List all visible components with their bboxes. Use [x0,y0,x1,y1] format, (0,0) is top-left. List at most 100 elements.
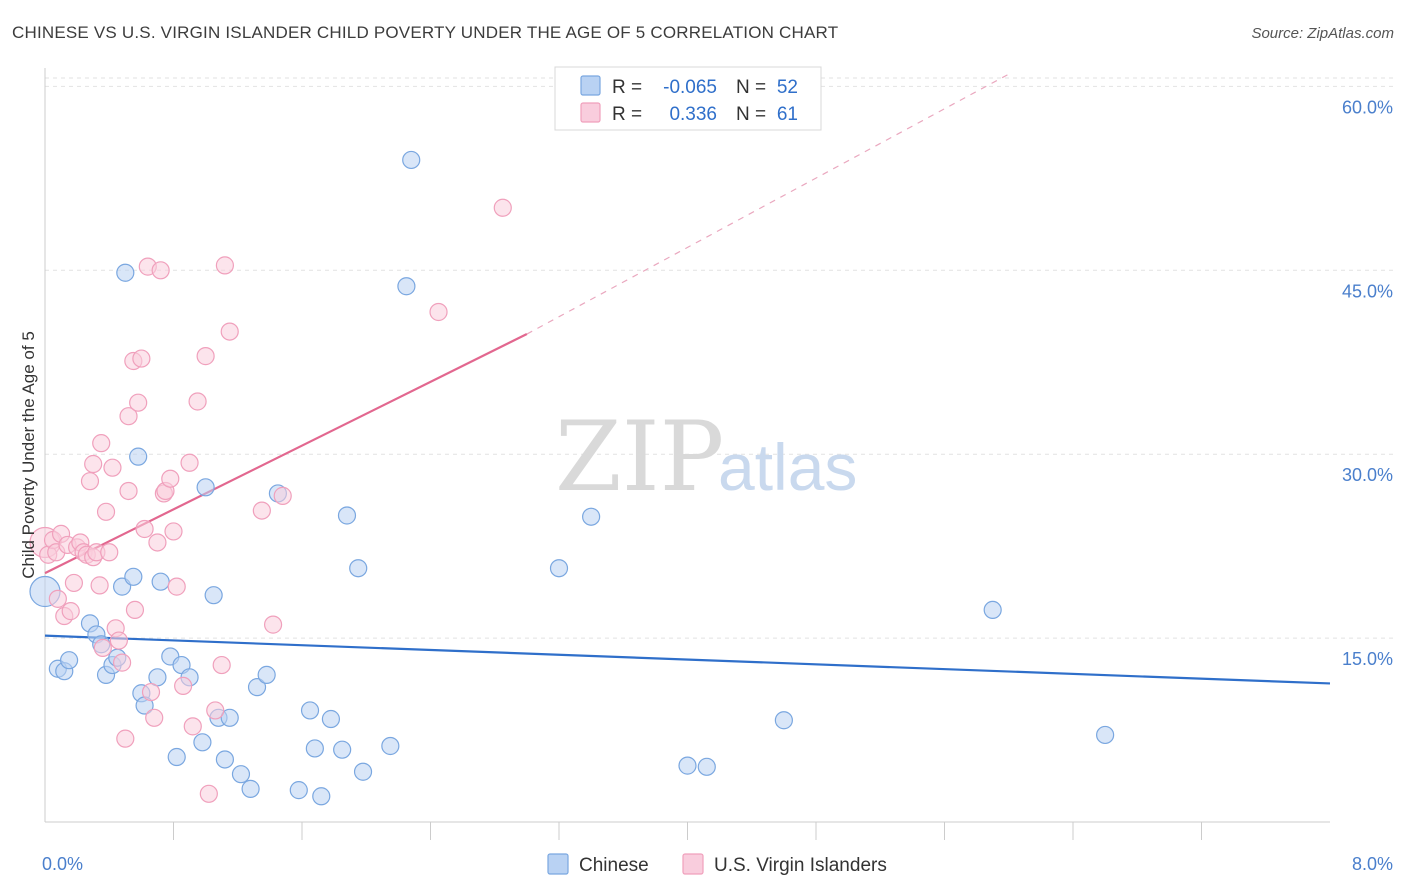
virgin-islanders-point [183,717,202,736]
virgin-islanders-point [61,602,80,621]
chinese-point [397,277,416,296]
virgin-islanders-trend-extension [526,73,1010,335]
legend-r-value: -0.065 [663,77,717,98]
virgin-islanders-point [429,302,448,322]
trend-lines [44,73,1331,685]
virgin-islanders-point [196,347,215,366]
chinese-point [151,572,170,591]
chinese-point [697,757,716,776]
series-chinese [29,150,1115,806]
chinese-point [1096,725,1115,745]
virgin-islanders-point [129,393,148,412]
x-tick-label: 8.0% [1352,854,1393,874]
chinese-point [247,678,267,697]
chinese-point [305,739,324,758]
y-tick-label: 30.0% [1342,465,1393,485]
virgin-islanders-point [103,458,122,477]
chinese-point [582,507,601,526]
virgin-islanders-point [212,655,231,675]
chinese-point [257,665,276,684]
virgin-islanders-point [220,322,239,341]
virgin-islanders-point [151,261,170,280]
virgin-islanders-point [109,631,128,650]
chinese-point [231,765,251,784]
virgin-islanders-point [119,481,138,501]
virgin-islanders-point [174,676,193,696]
chinese-point [215,750,234,769]
virgin-islanders-point [188,392,207,411]
data-points [29,150,1115,806]
virgin-islanders-point [80,472,100,491]
virgin-islanders-point [48,589,67,608]
chinese-point [337,506,357,525]
bottom-legend-label-chinese: Chinese [579,855,649,876]
virgin-islanders-point [116,729,135,748]
virgin-islanders-point [119,407,138,426]
virgin-islanders-point [132,349,151,368]
chinese-point [321,709,341,729]
chart-title: CHINESE VS U.S. VIRGIN ISLANDER CHILD PO… [12,23,839,42]
chinese-point [333,740,352,759]
y-tick-labels: 15.0% 30.0% 45.0% 60.0% [1342,97,1393,669]
legend-n-value: 61 [777,104,798,125]
virgin-islanders-point [263,615,283,634]
chinese-point [220,708,239,727]
virgin-islanders-point [92,434,111,453]
chinese-point [241,779,260,798]
chinese-point [549,559,569,578]
x-tick-label: 0.0% [42,854,83,874]
chinese-point [196,478,215,497]
bottom-legend-label-virgin-islanders: U.S. Virgin Islanders [714,855,887,876]
watermark-zip: ZIP [555,401,724,513]
chinese-point [402,150,421,170]
chinese-point [129,447,148,466]
virgin-islanders-point [141,682,161,702]
virgin-islanders-point [180,453,199,472]
virgin-islanders-point [167,577,186,596]
virgin-islanders-trend-line [44,333,528,575]
chinese-point [983,600,1002,619]
virgin-islanders-point [161,469,180,488]
top-legend: R = -0.065 N = 52 R = 0.336 N = 61 [554,66,822,131]
chinese-point [312,787,331,806]
bottom-legend-swatch-virgin-islanders [682,853,704,875]
chinese-point [678,756,697,775]
y-tick-label: 15.0% [1342,649,1393,669]
chinese-point [774,711,793,730]
gridlines [45,77,1395,639]
virgin-islanders-point [64,573,84,593]
chinese-point [300,701,320,720]
legend-r-label: R = [612,77,642,98]
chinese-point [204,586,223,605]
legend-swatch-chinese [580,75,601,96]
legend-r-value: 0.336 [669,104,717,125]
virgin-islanders-point [273,486,292,505]
x-tick-labels: 0.0% 8.0% [42,854,1393,874]
virgin-islanders-point [148,533,167,552]
virgin-islanders-point [493,198,512,217]
virgin-islanders-point [206,701,225,720]
legend-swatch-virgin-islanders [580,102,601,123]
legend-n-label: N = [736,104,766,125]
virgin-islanders-point [199,784,218,803]
watermark: ZIP atlas [555,401,857,513]
y-tick-label: 45.0% [1342,281,1393,301]
virgin-islanders-point [252,501,271,520]
axes [44,68,1330,840]
virgin-islanders-point [164,522,183,541]
virgin-islanders-point [135,519,154,539]
virgin-islanders-point [84,454,103,474]
virgin-islanders-point [215,256,234,275]
source-label: Source: ZipAtlas.com [1251,25,1394,42]
legend-n-label: N = [736,77,766,98]
y-tick-label: 60.0% [1342,97,1393,117]
virgin-islanders-point [145,708,164,727]
chinese-trend-line [44,634,1331,685]
y-axis-title: Child Poverty Under the Age of 5 [19,331,38,579]
chinese-point [381,736,400,756]
chinese-point [59,651,79,670]
virgin-islanders-point [93,638,112,658]
legend-n-value: 52 [777,77,798,98]
chinese-point [124,567,143,586]
